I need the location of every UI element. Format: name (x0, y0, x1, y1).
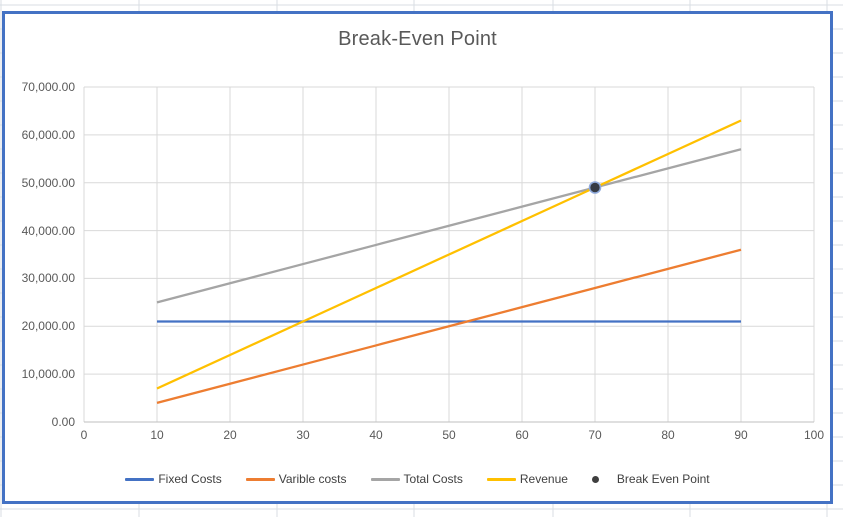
legend-item-total-costs[interactable]: Total Costs (370, 472, 463, 486)
y-axis-tick-label: 40,000.00 (21, 223, 75, 238)
x-axis-tick-label: 60 (515, 428, 529, 442)
legend-line-swatch (125, 477, 155, 481)
series-revenue[interactable] (156, 119, 742, 390)
legend-item-revenue[interactable]: Revenue (486, 472, 568, 486)
x-axis-tick-label: 90 (734, 428, 748, 442)
chart-object[interactable]: Break-Even Point 70,000.00 60,000.00 50,00… (2, 11, 833, 504)
chart-title[interactable]: Break-Even Point (338, 28, 497, 50)
y-axis-tick-label: 60,000.00 (21, 127, 75, 142)
x-axis-tick-label: 50 (442, 428, 456, 442)
x-axis-tick-label: 0 (80, 428, 88, 442)
legend-item-break-even-point[interactable]: Break Even Point (591, 472, 710, 486)
y-axis-tick-label: 10,000.00 (21, 367, 75, 382)
series-varible-costs[interactable] (156, 248, 742, 404)
marker-break-even-point[interactable] (588, 181, 602, 194)
x-axis: 0 10 20 30 40 50 60 70 80 90 100 (81, 428, 824, 444)
legend-line-swatch (370, 477, 400, 481)
x-axis-tick-label: 100 (803, 428, 825, 442)
x-axis-tick-label: 80 (661, 428, 675, 442)
series-total-costs[interactable] (156, 148, 742, 304)
x-axis-tick-label: 10 (150, 428, 164, 442)
y-axis-tick-label: 20,000.00 (21, 319, 75, 334)
legend-line-swatch (486, 477, 516, 481)
legend-dot-swatch (591, 475, 599, 483)
legend-item-label: Fixed Costs (158, 472, 222, 486)
x-axis-tick-label: 40 (369, 428, 383, 442)
legend-item-label: Varible costs (278, 472, 347, 486)
legend-item-label: Revenue (519, 472, 568, 486)
x-axis-tick-label: 20 (223, 428, 237, 442)
y-axis-tick-label: 70,000.00 (21, 80, 75, 94)
legend-item-fixed-costs[interactable]: Fixed Costs (125, 472, 222, 486)
legend-item-label: Break Even Point (616, 472, 710, 486)
x-axis-tick-label: 30 (296, 428, 310, 442)
plot-area[interactable] (83, 86, 815, 423)
y-axis-tick-label: 50,000.00 (21, 175, 75, 190)
y-axis-tick-label: 30,000.00 (21, 271, 75, 286)
x-axis-tick-label: 70 (588, 428, 602, 442)
y-axis: 70,000.00 60,000.00 50,000.00 40,000.00 30,0… (5, 80, 77, 429)
legend-line-swatch (245, 477, 275, 481)
legend[interactable]: Fixed Costs Varible costs Total Costs Reven… (5, 472, 830, 486)
legend-item-label: Total Costs (403, 472, 463, 486)
legend-item-varible-costs[interactable]: Varible costs (245, 472, 347, 486)
y-axis-tick-label: 0.00 (51, 415, 75, 429)
